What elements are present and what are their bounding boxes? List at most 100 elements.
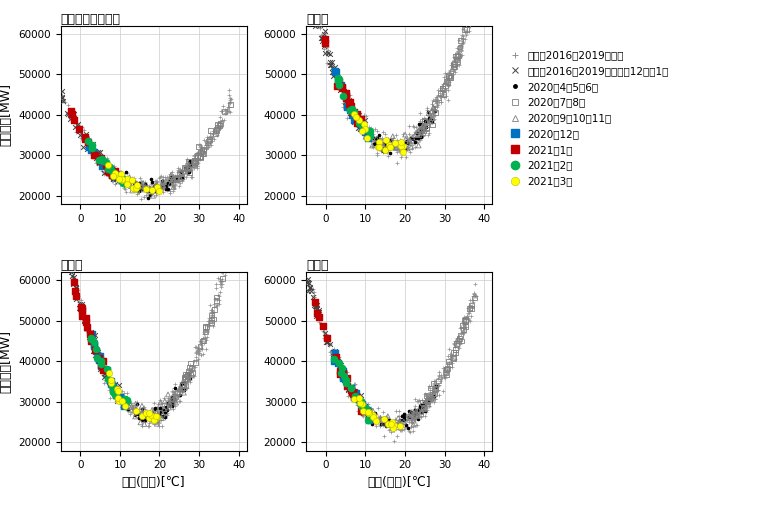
Point <box>401 136 413 144</box>
Point <box>176 177 188 185</box>
Point <box>159 404 171 413</box>
Point <box>125 175 137 183</box>
Point <box>425 116 437 124</box>
Point <box>368 415 380 423</box>
Point <box>197 150 209 158</box>
Point <box>204 301 217 309</box>
Point <box>133 412 145 420</box>
Point <box>183 168 195 177</box>
Point <box>111 390 123 398</box>
Point <box>160 400 172 408</box>
Point <box>220 267 232 275</box>
Point <box>64 268 76 276</box>
Point <box>101 154 113 162</box>
Point <box>428 100 441 108</box>
Point <box>336 93 348 101</box>
Point <box>170 379 182 388</box>
Point <box>70 292 82 301</box>
Point <box>147 410 159 418</box>
Point <box>449 354 461 362</box>
Point <box>425 384 437 392</box>
Point <box>151 178 164 186</box>
Point <box>89 151 101 159</box>
Point <box>64 264 76 272</box>
Point <box>94 152 106 160</box>
Point <box>456 36 469 45</box>
Point <box>212 274 224 282</box>
Point <box>170 177 182 185</box>
Point <box>146 184 158 193</box>
Point <box>427 103 439 112</box>
Point <box>175 168 187 177</box>
Point <box>207 130 220 138</box>
Point <box>149 181 161 189</box>
Point <box>464 296 476 304</box>
Point <box>201 139 213 147</box>
Point <box>114 397 126 405</box>
Point <box>202 142 214 151</box>
Point <box>123 410 136 418</box>
Point <box>322 49 334 57</box>
Point <box>215 278 227 286</box>
Point <box>348 393 360 401</box>
Point <box>182 364 195 372</box>
Point <box>115 177 127 185</box>
Point <box>146 408 158 416</box>
Point <box>431 98 444 106</box>
Point <box>79 314 91 322</box>
Point <box>387 423 399 432</box>
Point <box>318 41 330 50</box>
Point <box>452 48 464 56</box>
Point <box>440 77 452 86</box>
Point <box>435 373 447 381</box>
Point <box>413 406 425 414</box>
Point <box>357 115 369 123</box>
Point <box>107 172 120 180</box>
Point <box>162 399 174 407</box>
Point <box>397 410 409 418</box>
Point <box>341 99 353 107</box>
Point <box>345 111 357 119</box>
Point <box>367 416 379 424</box>
Point <box>425 394 437 402</box>
Point <box>67 110 79 118</box>
Point <box>378 416 391 424</box>
Point <box>463 11 475 19</box>
Point <box>347 395 360 403</box>
Point <box>129 184 141 193</box>
Point <box>202 141 214 150</box>
Point <box>357 400 369 408</box>
Point <box>168 394 180 402</box>
Point <box>150 180 162 188</box>
Point <box>372 417 384 425</box>
Point <box>344 98 356 106</box>
Point <box>422 118 435 126</box>
Point <box>372 132 385 140</box>
Point <box>456 39 469 48</box>
Point <box>93 148 105 157</box>
Point <box>391 138 403 146</box>
Point <box>383 138 395 146</box>
Point <box>338 87 350 95</box>
Point <box>313 308 326 316</box>
Point <box>404 148 416 156</box>
Point <box>350 113 362 121</box>
Point <box>136 410 148 418</box>
Point <box>381 417 393 425</box>
Point <box>369 415 382 423</box>
Point <box>341 372 353 380</box>
Point <box>408 130 420 138</box>
Point <box>360 408 372 416</box>
Point <box>377 147 389 156</box>
Point <box>447 71 459 79</box>
Point <box>103 374 115 382</box>
Legend: 過去（2016～2019年度）, 過去（2016～2019年度）の12月～1月, 2020年4月5月6月, 2020年7月8月, 2020年9月10月11月, : 過去（2016～2019年度）, 過去（2016～2019年度）の12月～1月,… <box>505 46 673 190</box>
Point <box>442 96 454 104</box>
Point <box>383 421 395 430</box>
Point <box>136 407 148 415</box>
Point <box>206 133 218 141</box>
Point <box>445 354 457 362</box>
Point <box>403 427 416 435</box>
Point <box>385 420 397 429</box>
Point <box>120 180 132 188</box>
